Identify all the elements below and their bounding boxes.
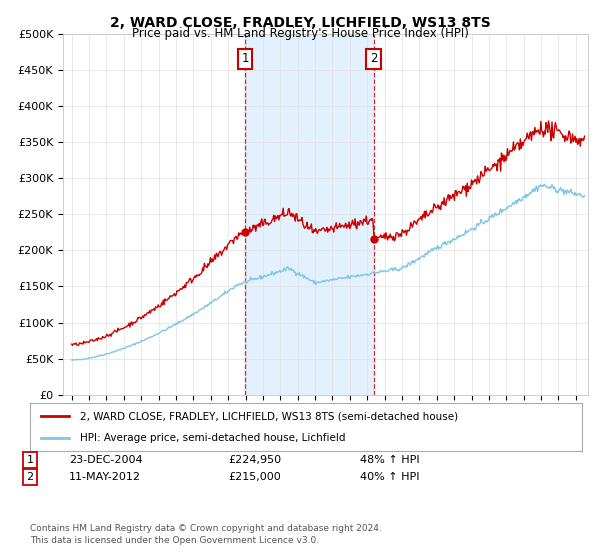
Text: 11-MAY-2012: 11-MAY-2012 — [69, 472, 141, 482]
Text: Price paid vs. HM Land Registry's House Price Index (HPI): Price paid vs. HM Land Registry's House … — [131, 27, 469, 40]
Text: 2: 2 — [370, 53, 377, 66]
Text: 2, WARD CLOSE, FRADLEY, LICHFIELD, WS13 8TS: 2, WARD CLOSE, FRADLEY, LICHFIELD, WS13 … — [110, 16, 490, 30]
Text: 2, WARD CLOSE, FRADLEY, LICHFIELD, WS13 8TS (semi-detached house): 2, WARD CLOSE, FRADLEY, LICHFIELD, WS13 … — [80, 412, 458, 422]
Text: 23-DEC-2004: 23-DEC-2004 — [69, 455, 143, 465]
Text: Contains HM Land Registry data © Crown copyright and database right 2024.
This d: Contains HM Land Registry data © Crown c… — [30, 524, 382, 545]
Text: 48% ↑ HPI: 48% ↑ HPI — [360, 455, 419, 465]
Text: £224,950: £224,950 — [228, 455, 281, 465]
Text: HPI: Average price, semi-detached house, Lichfield: HPI: Average price, semi-detached house,… — [80, 433, 345, 444]
Bar — [245, 34, 374, 395]
Text: £215,000: £215,000 — [228, 472, 281, 482]
Text: 40% ↑ HPI: 40% ↑ HPI — [360, 472, 419, 482]
Text: 1: 1 — [241, 53, 249, 66]
Text: 2: 2 — [26, 472, 34, 482]
Text: 1: 1 — [26, 455, 34, 465]
